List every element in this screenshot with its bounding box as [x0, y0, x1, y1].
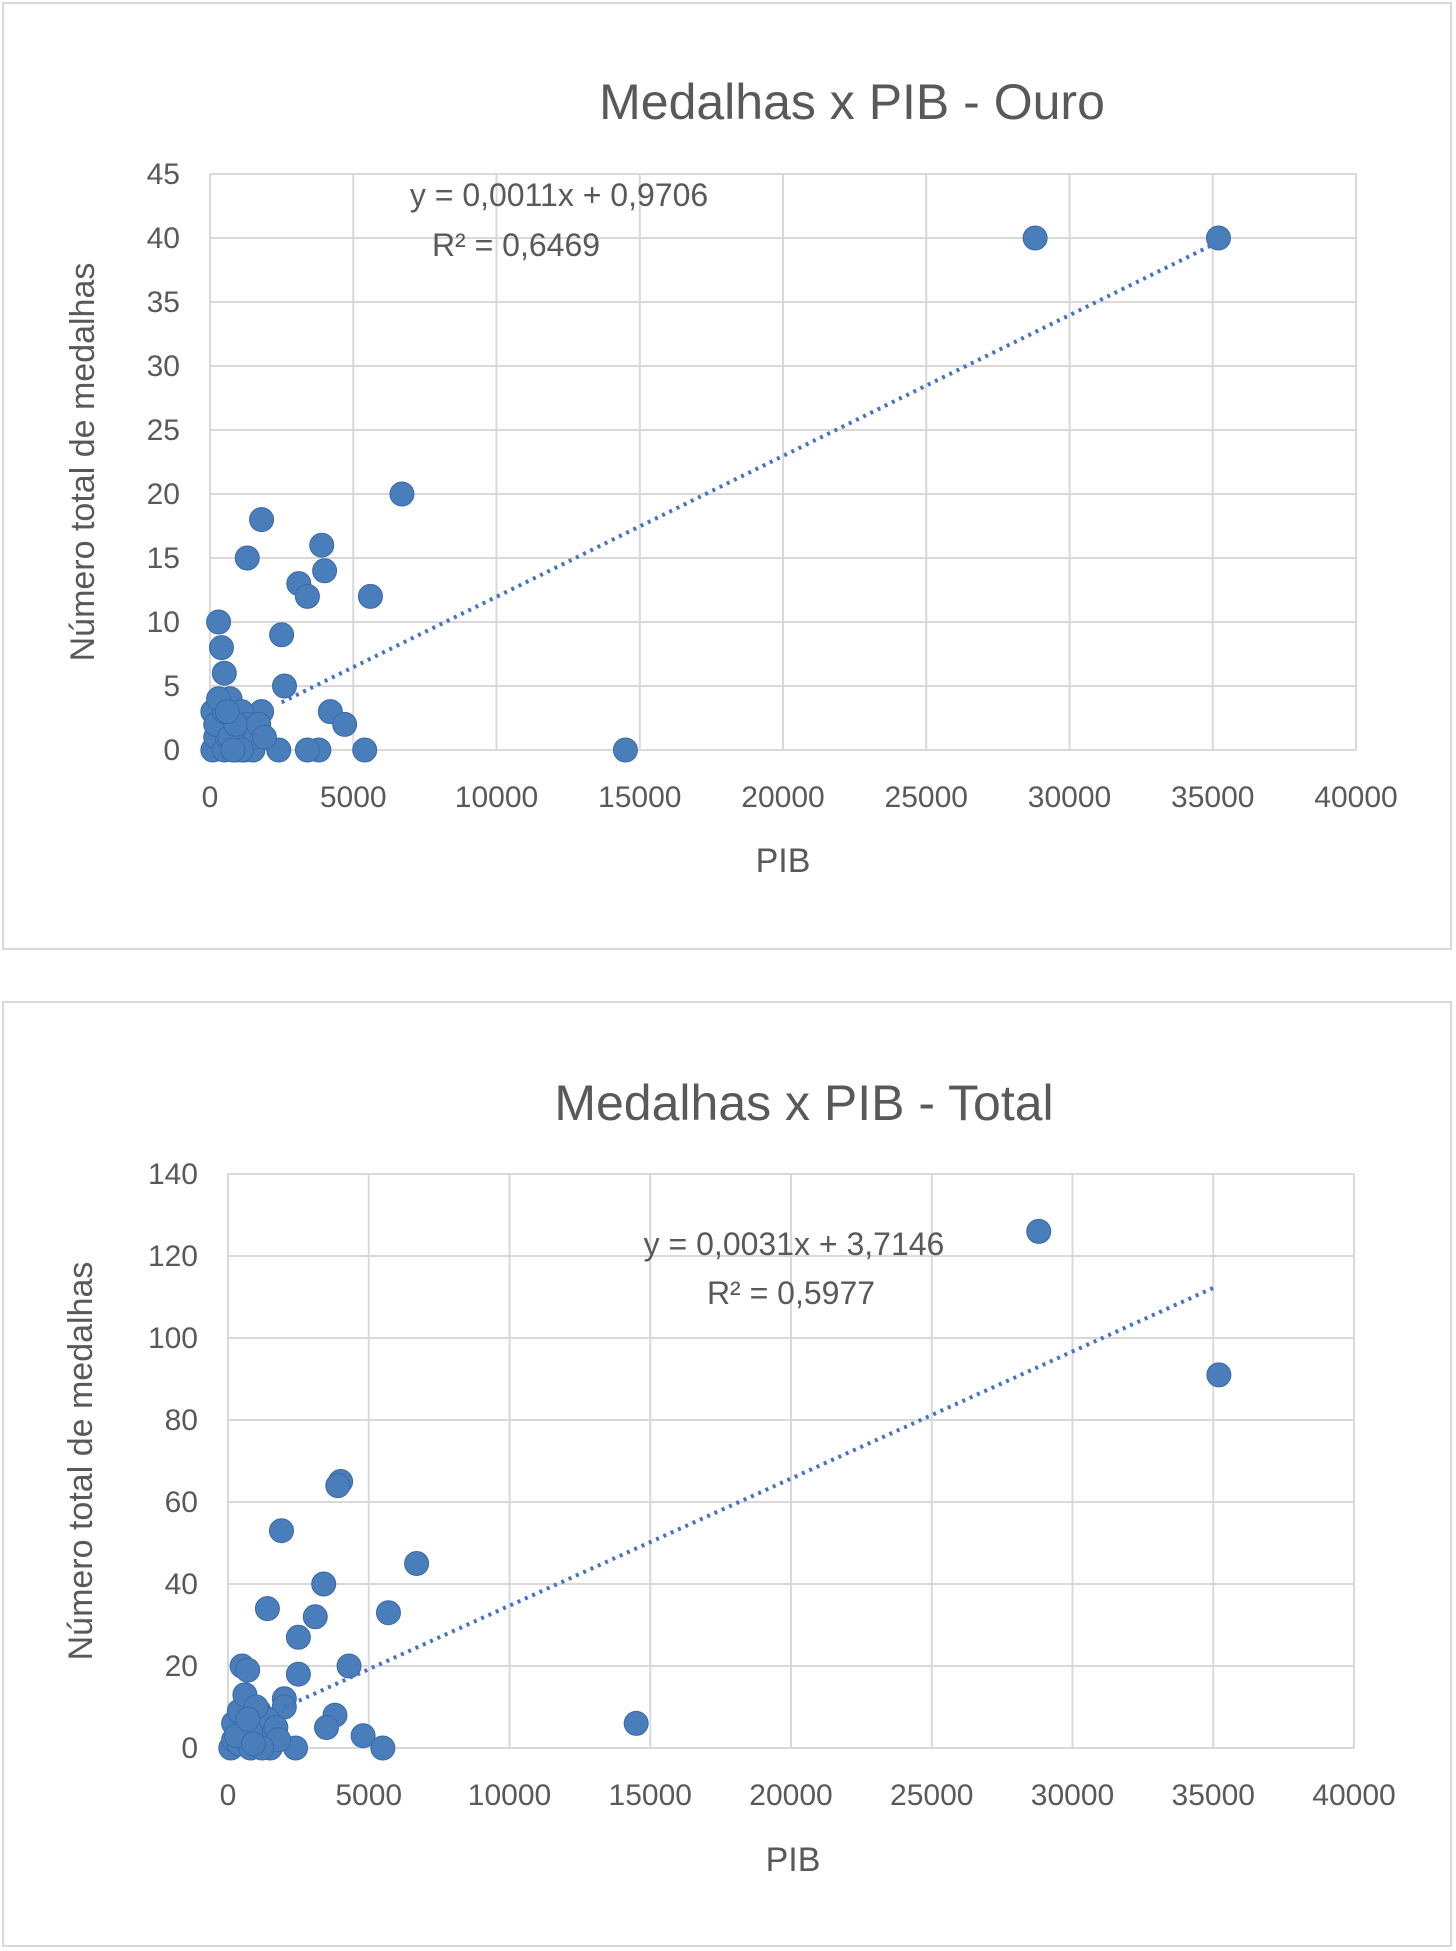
data-point — [1022, 225, 1048, 251]
y-tick-label: 5 — [163, 670, 180, 703]
data-point — [314, 1715, 340, 1740]
data-point — [235, 1706, 261, 1732]
y-tick-label: 140 — [148, 1158, 198, 1191]
data-point — [240, 1731, 266, 1757]
x-tick-label: 25000 — [885, 781, 968, 814]
data-point — [211, 660, 237, 686]
trendline — [280, 242, 1214, 705]
trendline-equation: y = 0,0031x + 3,7146 — [644, 1226, 945, 1262]
data-point — [285, 1661, 311, 1687]
data-point — [312, 558, 338, 584]
x-tick-label: 0 — [202, 781, 219, 814]
data-point — [1206, 1362, 1232, 1388]
data-point — [325, 1473, 351, 1499]
x-tick-label: 5000 — [320, 781, 387, 814]
x-tick-label: 20000 — [749, 1779, 832, 1812]
x-tick-label: 40000 — [1314, 781, 1397, 814]
chart-panel-total: 0 20 40 60 80 100 120 140 0 5000 10000 15000 20000 25… — [2, 1001, 1452, 1947]
y-tick-label: 20 — [147, 478, 180, 511]
chart-panel-ouro: 0 5 10 15 20 25 30 35 40 45 0 5000 10000 15000 20000 25… — [2, 2, 1452, 950]
data-point — [268, 1518, 294, 1544]
x-tick-label: 25000 — [890, 1779, 973, 1812]
x-tick-label: 10000 — [455, 781, 538, 814]
x-tick-label: 10000 — [468, 1779, 551, 1812]
y-axis-title: Número total de medalhas — [62, 1262, 100, 1661]
data-point — [370, 1735, 396, 1761]
data-point — [271, 673, 297, 699]
chart-title: Medalhas x PIB - Total — [554, 1075, 1053, 1131]
data-point — [220, 737, 246, 763]
scatter-chart-total: 0 20 40 60 80 100 120 140 0 5000 10000 15000 20000 25… — [62, 1075, 1396, 1879]
data-point — [309, 532, 335, 558]
x-tick-label: 0 — [220, 1779, 237, 1812]
y-tick-label: 40 — [147, 222, 180, 255]
y-tick-label: 60 — [165, 1486, 198, 1519]
x-tick-label: 15000 — [598, 781, 681, 814]
y-tick-label: 0 — [163, 734, 180, 767]
data-point — [1026, 1218, 1052, 1244]
trendline — [283, 1286, 1215, 1710]
x-tick-label: 5000 — [335, 1779, 402, 1812]
data-point — [1205, 225, 1231, 251]
scatter-chart-ouro: 0 5 10 15 20 25 30 35 40 45 0 5000 10000 15000 20000 25… — [64, 74, 1398, 880]
x-axis-title: PIB — [766, 1841, 821, 1879]
y-tick-label: 10 — [147, 606, 180, 639]
data-point — [235, 1657, 261, 1683]
y-tick-label: 45 — [147, 158, 180, 191]
data-point — [623, 1710, 649, 1736]
data-point — [389, 481, 415, 507]
y-tick-label: 30 — [147, 350, 180, 383]
data-point — [612, 737, 638, 763]
chart-title: Medalhas x PIB - Ouro — [599, 74, 1105, 130]
y-tick-label: 80 — [165, 1404, 198, 1437]
data-point — [350, 1723, 376, 1749]
data-point — [311, 1571, 337, 1597]
data-point — [249, 507, 275, 533]
y-tick-label: 0 — [181, 1732, 198, 1765]
data-point — [302, 1604, 328, 1630]
trendline-r-squared: R² = 0,6469 — [432, 227, 600, 263]
y-tick-label: 120 — [148, 1240, 198, 1273]
y-tick-label: 15 — [147, 542, 180, 575]
x-tick-label: 35000 — [1172, 1779, 1255, 1812]
data-point — [352, 737, 378, 763]
y-tick-label: 35 — [147, 286, 180, 319]
y-tick-label: 20 — [165, 1650, 198, 1683]
data-point — [254, 1596, 280, 1622]
data-point — [332, 711, 358, 737]
y-tick-label: 25 — [147, 414, 180, 447]
x-tick-label: 30000 — [1028, 781, 1111, 814]
data-point — [404, 1551, 430, 1576]
x-axis-title: PIB — [756, 842, 811, 880]
x-tick-label: 15000 — [609, 1779, 692, 1812]
data-point — [357, 583, 383, 609]
data-point — [208, 635, 234, 661]
data-point — [336, 1653, 362, 1679]
data-point — [375, 1600, 401, 1626]
data-point — [234, 545, 260, 571]
x-tick-label: 20000 — [741, 781, 824, 814]
data-point — [294, 583, 320, 609]
data-point — [269, 622, 295, 648]
data-point — [294, 737, 320, 763]
x-tick-label: 35000 — [1171, 781, 1254, 814]
trendline-r-squared: R² = 0,5977 — [707, 1275, 875, 1311]
y-axis-title: Número total de medalhas — [64, 263, 102, 662]
data-point — [285, 1624, 311, 1650]
x-tick-label: 30000 — [1031, 1779, 1114, 1812]
data-point — [214, 699, 240, 725]
y-tick-label: 100 — [148, 1322, 198, 1355]
data-point — [251, 724, 277, 750]
data-point — [206, 609, 232, 635]
trendline-equation: y = 0,0011x + 0,9706 — [410, 177, 708, 213]
y-tick-label: 40 — [165, 1568, 198, 1601]
x-tick-label: 40000 — [1312, 1779, 1395, 1812]
